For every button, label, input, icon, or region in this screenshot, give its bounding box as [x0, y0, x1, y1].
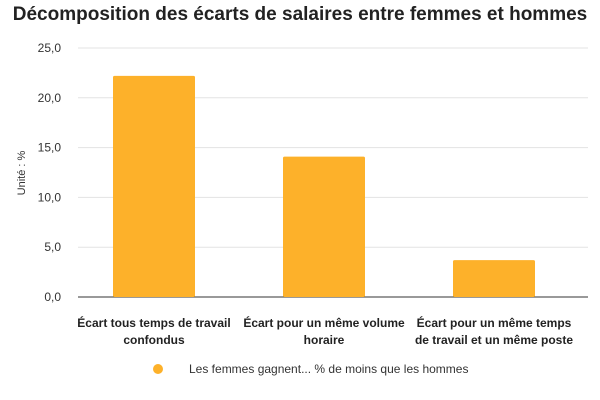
- y-axis-label: Unité : %: [16, 150, 28, 195]
- y-tick-label: 25,0: [38, 41, 62, 55]
- y-tick-labels: 0,0 5,0 10,0 15,0 20,0 25,0: [38, 41, 62, 304]
- bar: [283, 156, 365, 297]
- legend: Les femmes gagnent... % de moins que les…: [153, 362, 468, 376]
- y-tick-label: 15,0: [38, 141, 62, 155]
- y-tick-label: 20,0: [38, 91, 62, 105]
- bars: [113, 75, 535, 297]
- category-labels: Écart tous temps de travail confondus Écar…: [77, 315, 573, 347]
- category-label: Écart pour un même volume horaire: [243, 315, 405, 347]
- y-tick-label: 5,0: [44, 240, 61, 254]
- legend-marker: [153, 364, 163, 374]
- legend-label: Les femmes gagnent... % de moins que les…: [189, 362, 469, 376]
- bar: [453, 260, 535, 297]
- bar: [113, 75, 195, 297]
- y-tick-label: 10,0: [38, 190, 62, 204]
- category-label: Écart pour un même temps de travail et un…: [415, 315, 573, 347]
- chart-title: Décomposition des écarts de salaires ent…: [12, 4, 588, 25]
- category-label: Écart tous temps de travail confondus: [77, 315, 230, 347]
- y-tick-label: 0,0: [44, 290, 61, 304]
